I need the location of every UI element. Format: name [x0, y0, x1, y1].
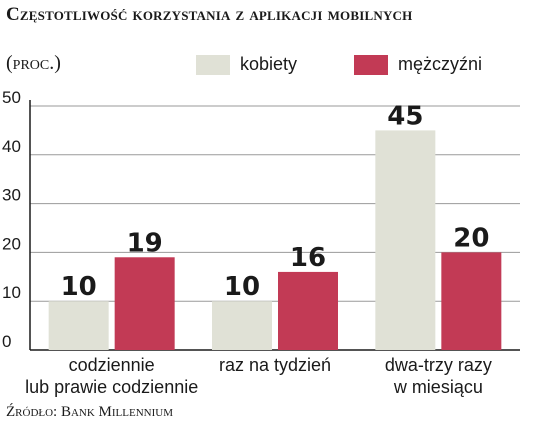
- value-label-kobiety-1: 10: [224, 272, 260, 302]
- value-label-mężczyźni-0: 19: [127, 228, 163, 258]
- bar-mężczyźni-0: [114, 257, 175, 350]
- bar-kobiety-1: [212, 301, 272, 350]
- y-tick-label-50: 50: [2, 88, 21, 107]
- value-label-mężczyźni-2: 20: [453, 223, 489, 253]
- y-tick-label-40: 40: [2, 137, 21, 156]
- category-label-1-0: raz na tydzień: [219, 355, 331, 375]
- legend-label-mezczyzni: mężczyźni: [398, 54, 483, 74]
- source-note: Źródło: Bank Millennium: [6, 404, 173, 420]
- legend-item-mezczyzni: mężczyźni: [354, 54, 482, 75]
- category-label-0-1: lub prawie codziennie: [25, 377, 198, 397]
- value-label-kobiety-2: 45: [387, 101, 423, 131]
- y-tick-label-30: 30: [2, 186, 21, 205]
- bar-kobiety-0: [48, 301, 109, 350]
- chart-title: Częstotliwość korzystania z aplikacji mo…: [6, 4, 413, 25]
- legend-label-kobiety: kobiety: [240, 54, 298, 74]
- unit-label: (proc.): [6, 52, 61, 74]
- value-label-kobiety-0: 10: [61, 272, 97, 302]
- y-tick-label-20: 20: [2, 234, 21, 253]
- value-label-mężczyźni-1: 16: [290, 243, 326, 273]
- legend-swatch-kobiety: [196, 54, 230, 75]
- y-tick-label-10: 10: [2, 283, 21, 302]
- y-tick-label-0: 0: [2, 332, 11, 351]
- bar-mężczyźni-1: [278, 271, 338, 350]
- legend-item-kobiety: kobiety: [196, 54, 297, 75]
- category-label-0-0: codziennie: [69, 355, 155, 375]
- category-label-2-1: w miesiącu: [393, 377, 483, 397]
- legend-swatch-mezczyzni: [354, 54, 388, 75]
- bar-kobiety-2: [375, 130, 436, 350]
- bar-mężczyźni-2: [441, 252, 502, 350]
- category-label-2-0: dwa-trzy razy: [385, 355, 492, 375]
